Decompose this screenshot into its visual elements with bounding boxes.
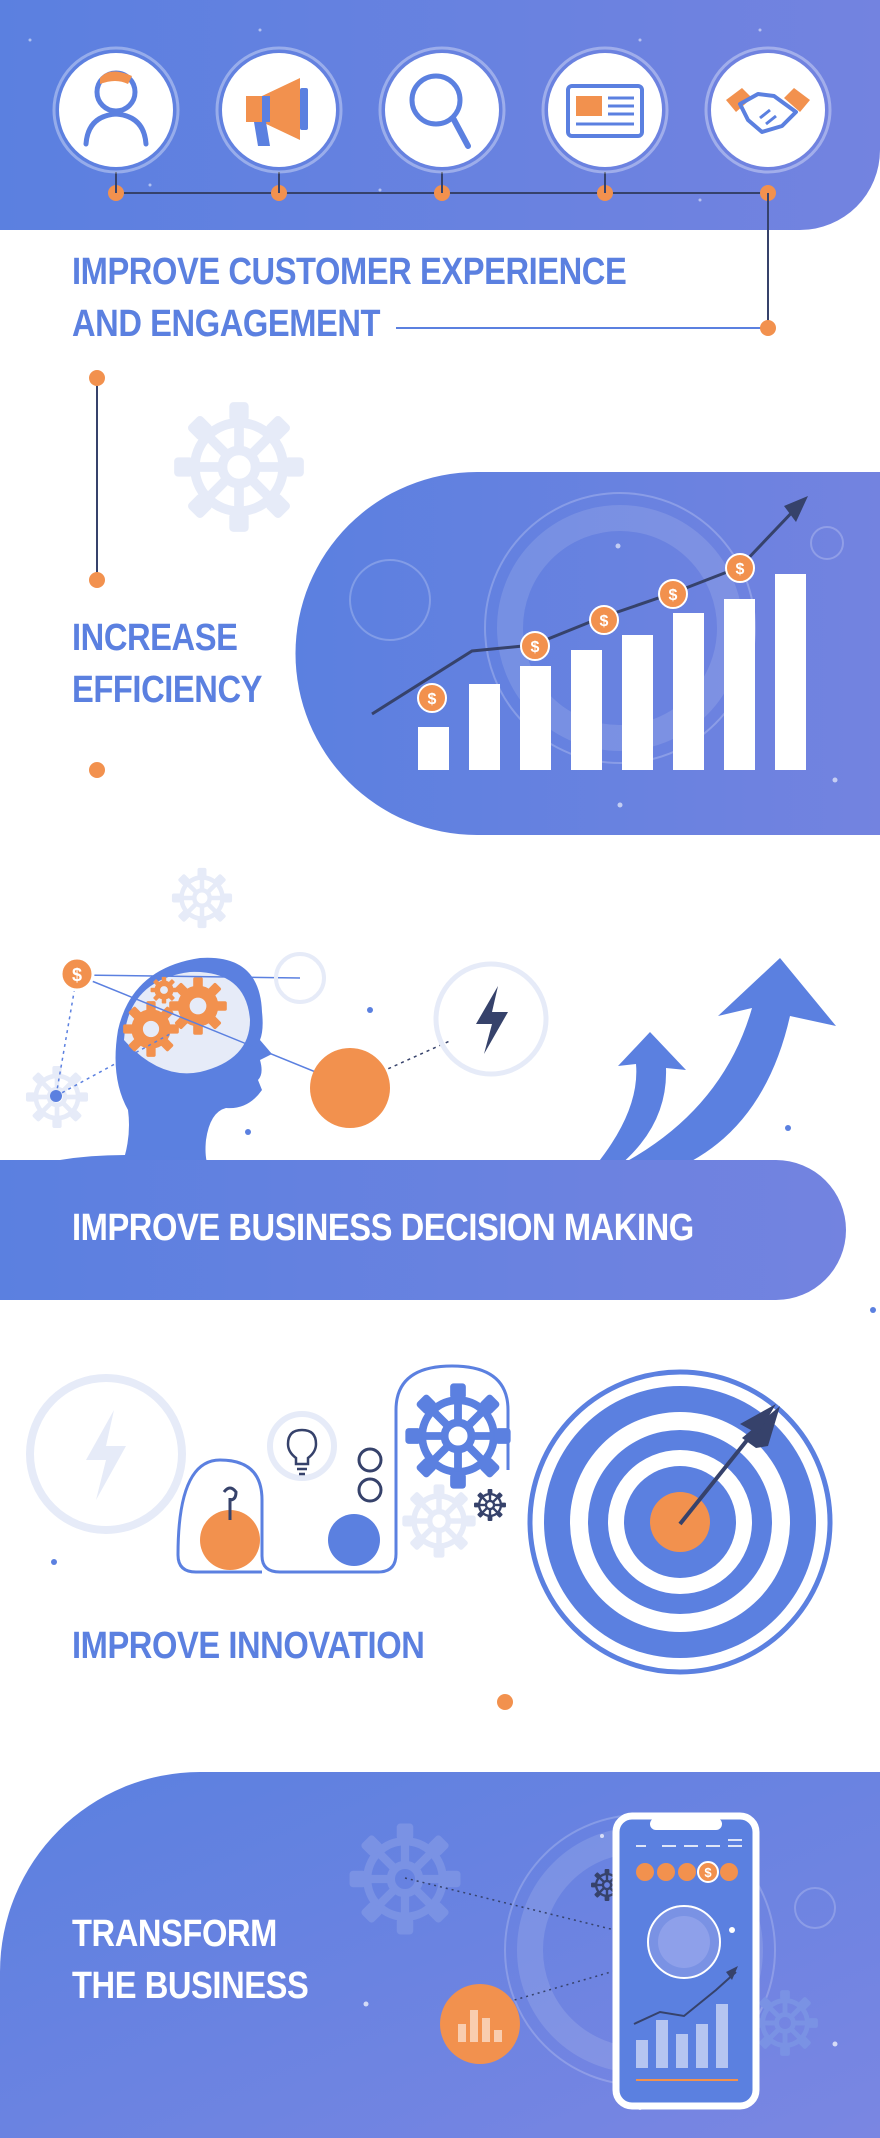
- heading-line: INCREASE: [72, 617, 238, 659]
- heading-line: IMPROVE INNOVATION: [72, 1625, 425, 1667]
- lightbulb-icon: [267, 1411, 337, 1481]
- efficiency-bar: [673, 613, 704, 770]
- coin-marker: [520, 631, 550, 661]
- coin-symbol: $: [669, 587, 678, 604]
- handshake-icon: [704, 46, 832, 174]
- coin-marker: [589, 605, 619, 635]
- efficiency-bar: [418, 727, 449, 770]
- efficiency-bar: [520, 666, 551, 770]
- heading-line: TRANSFORM: [72, 1913, 277, 1955]
- section-customer-experience: [0, 0, 880, 336]
- gear-icon: [172, 868, 232, 928]
- trend-arrowhead: [784, 496, 808, 522]
- smartphone-icon: $: [612, 1812, 760, 2110]
- lightning-icon: [26, 1374, 186, 1534]
- coin-symbol: $: [600, 613, 609, 630]
- bar-chart-icon: [440, 1984, 520, 2064]
- heading-line: AND ENGAGEMENT: [72, 303, 381, 345]
- section-efficiency: $ $ $ $ $: [89, 370, 880, 835]
- efficiency-bars: [418, 574, 806, 770]
- heading-line: IMPROVE CUSTOMER EXPERIENCE: [72, 251, 627, 293]
- newspaper-icon: [541, 46, 669, 174]
- heading-line: IMPROVE BUSINESS DECISION MAKING: [72, 1207, 694, 1249]
- megaphone-icon: [215, 46, 343, 174]
- section-transform: $: [0, 1772, 880, 2138]
- svg-text:$: $: [72, 965, 82, 985]
- coin-symbol: $: [428, 691, 437, 708]
- efficiency-bar: [622, 635, 653, 770]
- heading-line: THE BUSINESS: [72, 1965, 309, 2007]
- gear-icon: [174, 402, 304, 532]
- heading-decision-making: IMPROVE BUSINESS DECISION MAKING: [72, 1202, 694, 1254]
- coin-marker: [725, 553, 755, 583]
- gear-icon: [405, 1383, 510, 1488]
- section-innovation: [26, 1364, 833, 1710]
- efficiency-bar: [571, 650, 602, 770]
- heading-innovation: IMPROVE INNOVATION: [72, 1620, 425, 1672]
- coin-marker: [658, 579, 688, 609]
- coin-marker: $: [59, 956, 95, 992]
- efficiency-bar: [775, 574, 806, 770]
- coin-marker: [417, 683, 447, 713]
- heading-line: EFFICIENCY: [72, 669, 262, 711]
- lightning-icon: [433, 961, 549, 1077]
- decision-banner: [0, 1160, 846, 1300]
- coin-markers: $ $ $ $ $: [417, 553, 755, 713]
- section-decision-making: $: [0, 868, 876, 1313]
- innovation-track: [176, 1364, 510, 1574]
- magnifier-icon: [378, 46, 506, 174]
- efficiency-bar: [724, 599, 755, 770]
- coin-symbol: $: [531, 639, 540, 656]
- heading-efficiency: INCREASE EFFICIENCY: [72, 612, 262, 716]
- person-icon: [52, 46, 180, 174]
- svg-text:$: $: [704, 1865, 712, 1880]
- arrows-up-icon: [596, 958, 836, 1175]
- coin-symbol: $: [736, 561, 745, 578]
- dart-icon: [678, 1404, 780, 1526]
- efficiency-bar: [469, 684, 500, 770]
- heading-transform: TRANSFORM THE BUSINESS: [72, 1908, 309, 2012]
- heading-customer-experience: IMPROVE CUSTOMER EXPERIENCE AND ENGAGEME…: [72, 246, 627, 350]
